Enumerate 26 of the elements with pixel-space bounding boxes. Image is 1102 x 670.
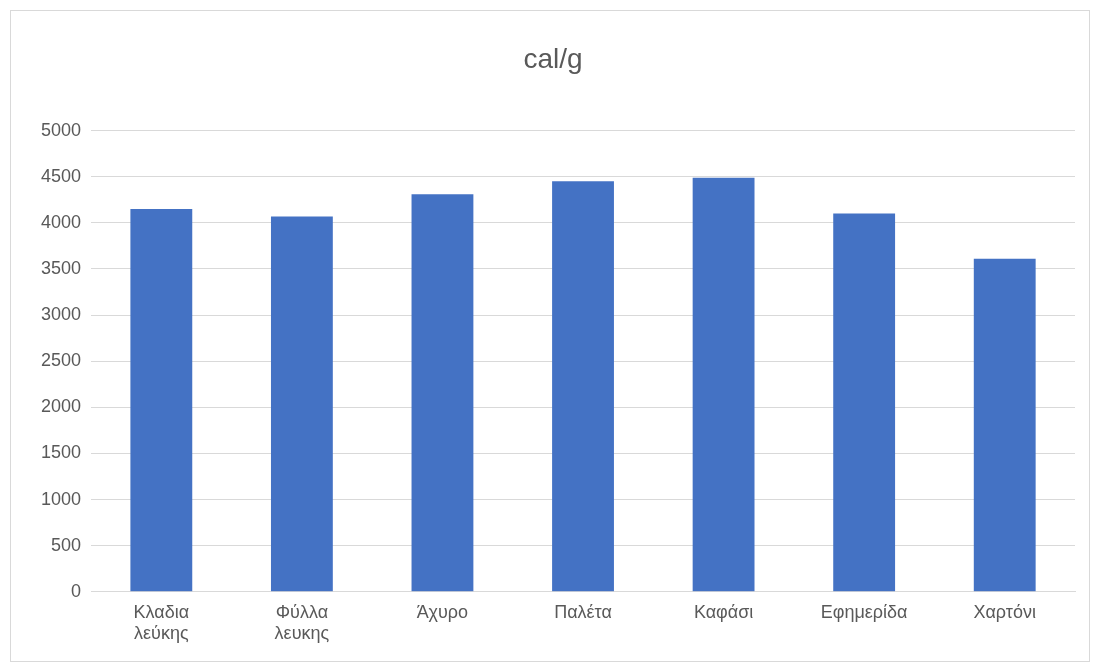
y-tick-label: 1000: [41, 488, 82, 509]
bar: [973, 258, 1036, 592]
y-tick-label: 3000: [41, 304, 82, 325]
x-tick-label: Άχυρο: [416, 601, 469, 622]
x-tick-label: Κλαδια λεύκης: [133, 601, 190, 644]
y-tick-label: 2500: [41, 350, 82, 371]
x-tick-label: Παλέτα: [554, 601, 612, 622]
y-tick-label: 500: [51, 534, 82, 555]
bar: [411, 194, 474, 592]
bar: [692, 177, 755, 592]
y-tick-label: 2000: [41, 396, 82, 417]
x-tick-label: Εφημερίδα: [820, 601, 908, 622]
bar: [130, 209, 193, 592]
y-tick-label: 4500: [41, 165, 82, 186]
y-tick-label: 5000: [41, 119, 82, 140]
bar: [552, 181, 614, 592]
y-tick-label: 3500: [41, 257, 82, 278]
chart-title: cal/g: [523, 42, 583, 74]
x-tick-label: Καφάσι: [693, 601, 754, 622]
x-tick-label: Φύλλα λευκης: [274, 601, 330, 644]
y-tick-label: 0: [71, 580, 82, 601]
y-tick-label: 1500: [41, 442, 82, 463]
x-tick-label: Χαρτόνι: [973, 601, 1036, 622]
y-tick-label: 4000: [41, 211, 82, 232]
bar: [833, 213, 896, 592]
bar: [270, 216, 333, 592]
